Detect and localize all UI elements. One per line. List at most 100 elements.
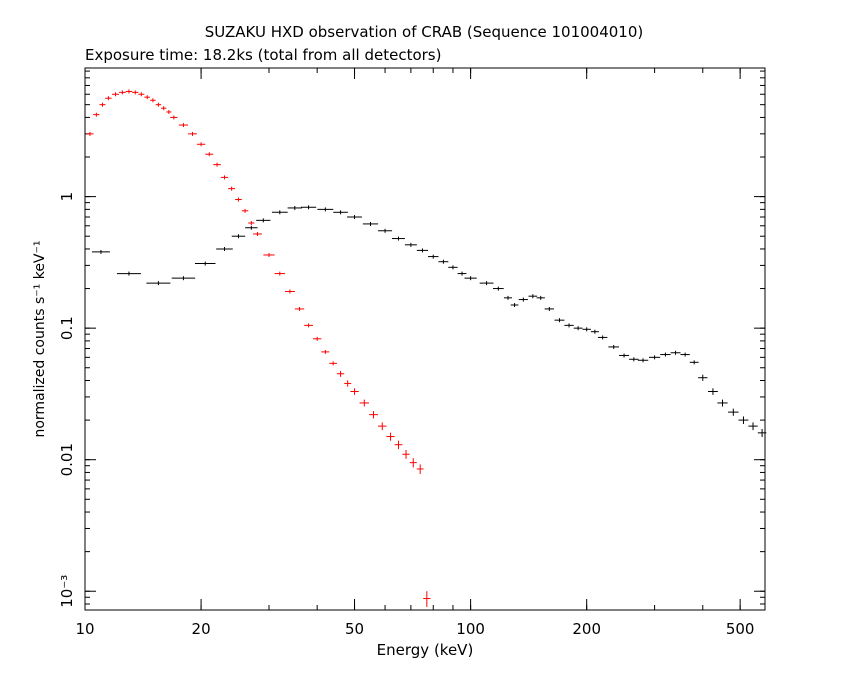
data-point xyxy=(544,306,555,311)
y-axis-label: normalized counts s⁻¹ keV⁻¹ xyxy=(32,240,48,437)
data-point xyxy=(670,350,681,355)
data-point xyxy=(660,352,671,357)
data-point xyxy=(748,422,758,431)
data-point xyxy=(423,591,431,607)
x-tick-label: 50 xyxy=(345,620,364,638)
data-point xyxy=(350,388,359,395)
data-point xyxy=(235,197,242,202)
data-point xyxy=(138,92,145,97)
data-point xyxy=(317,207,334,212)
data-point xyxy=(253,232,262,237)
data-point xyxy=(608,344,620,349)
data-point xyxy=(629,357,639,362)
data-point xyxy=(146,281,171,286)
data-point xyxy=(213,162,221,167)
data-point xyxy=(194,261,216,266)
data-point xyxy=(359,399,370,407)
data-point xyxy=(144,95,151,100)
data-point xyxy=(112,92,120,97)
data-point xyxy=(416,464,424,474)
plot-frame xyxy=(84,67,766,611)
data-point xyxy=(738,416,749,424)
data-point xyxy=(392,236,405,241)
data-point xyxy=(228,186,236,191)
data-point xyxy=(161,106,167,111)
data-point xyxy=(597,335,608,340)
data-point xyxy=(362,221,379,226)
data-point xyxy=(510,303,519,308)
series-layer xyxy=(86,89,767,607)
data-point xyxy=(216,246,233,251)
data-point xyxy=(680,352,690,357)
data-point xyxy=(336,370,345,377)
data-point xyxy=(728,408,739,416)
data-point xyxy=(274,271,286,276)
data-point xyxy=(171,276,196,281)
y-tick-label: 10⁻³ xyxy=(58,575,76,608)
data-point xyxy=(93,112,100,117)
data-point xyxy=(479,281,494,286)
data-point xyxy=(564,323,574,328)
data-point xyxy=(457,271,467,276)
data-point xyxy=(637,358,649,363)
y-tick-label: 1 xyxy=(58,192,76,202)
data-point xyxy=(155,102,162,107)
data-point xyxy=(304,323,313,328)
chart-subtitle: Exposure time: 18.2ks (total from all de… xyxy=(85,46,441,64)
data-point xyxy=(287,205,302,210)
data-point xyxy=(105,96,112,101)
data-point xyxy=(116,271,141,276)
data-point xyxy=(231,234,246,239)
data-point xyxy=(196,142,206,147)
data-point xyxy=(394,440,403,450)
x-tick-label: 10 xyxy=(75,620,94,638)
data-point xyxy=(464,276,477,281)
data-point xyxy=(438,259,449,264)
data-point xyxy=(125,89,133,94)
data-point xyxy=(698,374,708,381)
data-point xyxy=(649,355,661,360)
data-point xyxy=(86,131,94,136)
x-axis-label: Energy (keV) xyxy=(377,641,474,659)
data-point xyxy=(582,327,591,332)
data-point xyxy=(404,242,417,247)
axis-ticks: 10 20 50 100 200 500 10⁻³ 0.01 0.1 1 xyxy=(58,68,765,638)
data-point xyxy=(590,329,599,334)
chart-title: SUZAKU HXD observation of CRAB (Sequence… xyxy=(205,23,644,41)
data-point xyxy=(271,210,288,215)
data-point xyxy=(321,349,330,354)
data-point xyxy=(717,399,728,407)
data-point xyxy=(245,225,258,230)
data-point xyxy=(329,361,337,366)
series-1 xyxy=(91,205,767,437)
data-point xyxy=(99,102,106,107)
data-point xyxy=(369,411,379,419)
y-tick-label: 0.1 xyxy=(58,316,76,340)
data-point xyxy=(528,294,538,299)
data-point xyxy=(119,90,126,95)
data-point xyxy=(378,228,393,233)
data-point xyxy=(619,353,630,358)
data-point xyxy=(312,336,322,341)
data-point xyxy=(757,428,767,437)
data-point xyxy=(377,422,387,431)
data-point xyxy=(344,380,352,387)
series-0 xyxy=(86,89,431,607)
data-point xyxy=(205,152,214,157)
data-point xyxy=(132,90,139,95)
x-tick-label: 20 xyxy=(192,620,211,638)
data-point xyxy=(166,110,172,115)
data-point xyxy=(178,123,189,128)
data-point xyxy=(428,254,439,259)
data-point xyxy=(503,295,513,300)
data-point xyxy=(188,131,197,136)
data-point xyxy=(256,218,271,223)
data-point xyxy=(300,205,317,210)
x-tick-label: 200 xyxy=(572,620,601,638)
data-point xyxy=(285,289,295,294)
data-point xyxy=(170,115,178,120)
x-tick-label: 100 xyxy=(456,620,485,638)
data-point xyxy=(220,175,229,180)
data-point xyxy=(707,388,718,395)
